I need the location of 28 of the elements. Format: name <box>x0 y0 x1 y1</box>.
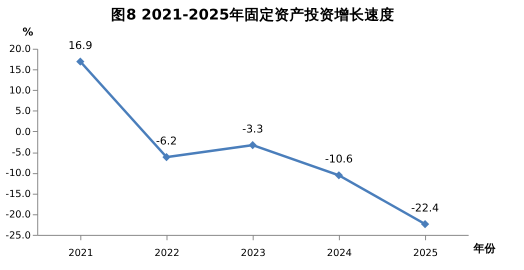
y-tick-label: 0.0 <box>15 126 31 138</box>
y-tick-label: -5.0 <box>12 148 31 159</box>
chart-title: 图8 2021-2025年固定资产投资增长速度 <box>111 5 394 24</box>
point <box>334 171 343 180</box>
y-tick-label: 10.0 <box>9 86 31 97</box>
y-tick-label: 5.0 <box>15 106 31 118</box>
point <box>248 141 257 150</box>
data-label: -10.6 <box>324 152 353 166</box>
y-tick-label: -20.0 <box>6 210 31 221</box>
x-tick-label: 2024 <box>326 248 352 259</box>
y-tick-label: -25.0 <box>6 230 31 242</box>
y-tick-label: 15.0 <box>9 64 31 76</box>
y-tick-label: -15.0 <box>6 188 31 200</box>
data-label: -3.3 <box>242 122 264 136</box>
x-tick-label: 2023 <box>240 248 266 259</box>
x-tick-label: 2021 <box>68 248 94 259</box>
point <box>162 153 171 162</box>
x-axis-title: 年份 <box>472 242 497 255</box>
data-label: -6.2 <box>156 134 178 148</box>
data-label: -22.4 <box>411 201 440 214</box>
point <box>420 220 430 228</box>
data-label: 16.9 <box>68 38 92 52</box>
x-tick-label: 2022 <box>154 248 180 259</box>
x-tick-label: 2025 <box>413 248 438 259</box>
point <box>76 57 84 66</box>
y-tick-label: -10.0 <box>6 168 31 180</box>
y-axis-title: % <box>22 26 34 39</box>
y-tick-label: 20.0 <box>9 44 31 56</box>
